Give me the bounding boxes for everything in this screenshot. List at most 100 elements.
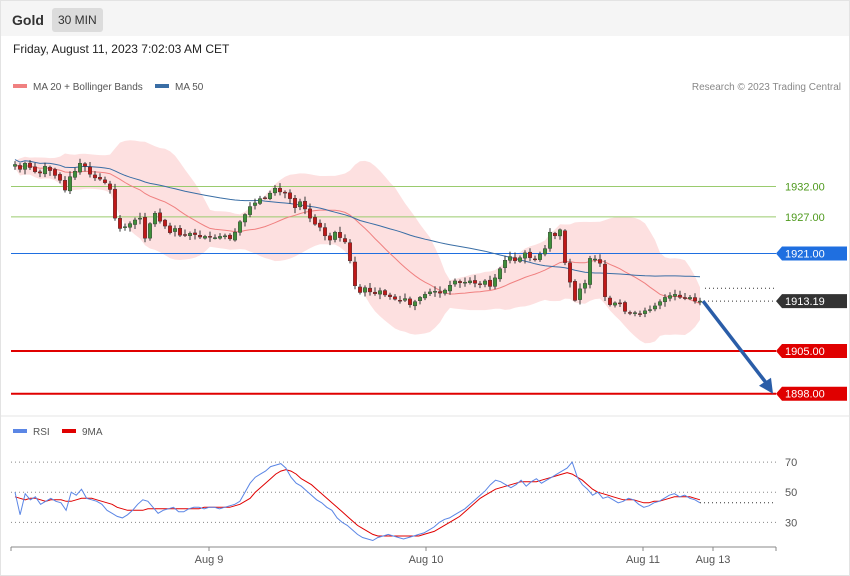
candle-body	[368, 287, 373, 293]
level-tags: 1932.00 1927.00 1921.00 1913.19 1905.00 1898.…	[776, 181, 847, 401]
candle-body	[278, 187, 283, 193]
candle-body	[187, 233, 192, 236]
candle-body	[293, 198, 298, 208]
candle	[107, 180, 112, 194]
candle	[678, 290, 683, 300]
candle	[513, 252, 518, 264]
candle	[227, 233, 232, 241]
level-tag-shape	[776, 294, 847, 309]
candle-body	[418, 297, 423, 302]
candle-body	[408, 298, 413, 305]
candle-body	[192, 232, 197, 235]
candle	[598, 254, 603, 268]
candle	[673, 289, 678, 301]
candle-body	[87, 166, 92, 175]
candle-body	[668, 295, 673, 299]
candle-body	[468, 280, 473, 283]
candle-body	[448, 285, 453, 292]
candle	[12, 161, 17, 170]
level-tag-5: 1898.00	[776, 386, 847, 401]
candle	[418, 296, 423, 305]
candle	[658, 299, 663, 310]
candle	[308, 203, 313, 223]
candle-body	[393, 296, 398, 300]
candle	[202, 234, 207, 240]
candle	[493, 274, 498, 290]
rsi-panel: 70 50 30	[11, 457, 797, 542]
candle-body	[453, 280, 458, 285]
candle	[263, 196, 268, 200]
time-axis: Aug 9 Aug 10 Aug 11 Aug 13	[10, 546, 777, 566]
candle-body	[433, 291, 438, 293]
candle-body	[12, 164, 17, 167]
candle-body	[673, 294, 678, 297]
candle	[97, 173, 102, 181]
candle	[162, 218, 167, 229]
candle	[298, 198, 303, 211]
candle	[323, 223, 328, 241]
ma20-legend-swatch	[13, 84, 27, 88]
candle-body	[167, 225, 172, 233]
level-tag-shape	[776, 386, 847, 401]
candle-body	[157, 212, 162, 222]
candle	[293, 195, 298, 214]
rsi-ma9-line	[14, 469, 701, 537]
candle	[638, 310, 643, 318]
candle-body	[127, 223, 132, 228]
candle	[192, 228, 197, 240]
candle	[428, 288, 433, 296]
candle-body	[398, 300, 403, 302]
candle	[53, 167, 58, 179]
candle-body	[122, 226, 127, 228]
candle	[328, 232, 333, 246]
candle	[628, 310, 633, 316]
candle	[137, 212, 142, 225]
candle	[688, 294, 693, 301]
candle	[353, 256, 358, 290]
candle-body	[142, 217, 147, 239]
ma50-legend-label: MA 50	[175, 82, 204, 93]
candle	[443, 288, 448, 296]
candle	[383, 288, 388, 297]
candle	[358, 284, 363, 295]
rsi-level-label: 30	[785, 517, 797, 529]
level-tag-shape	[776, 246, 847, 261]
candle-body	[313, 217, 318, 225]
price-levels	[11, 185, 776, 395]
bollinger-band	[15, 140, 700, 344]
candle-body	[588, 258, 593, 285]
candle-body	[273, 188, 278, 194]
candle	[408, 296, 413, 308]
candle	[338, 226, 343, 242]
level-tag-shape	[776, 344, 847, 359]
candle	[583, 279, 588, 294]
candle	[112, 183, 117, 221]
candle-body	[353, 261, 358, 287]
candle-body	[323, 227, 328, 237]
candle	[398, 295, 403, 304]
candle	[463, 277, 468, 287]
rsi-legend-label: RSI	[33, 427, 50, 438]
candle-body	[247, 206, 252, 215]
candle	[663, 294, 668, 307]
candle	[23, 161, 28, 175]
candle	[167, 222, 172, 235]
candle-body	[318, 222, 323, 228]
candle	[152, 211, 157, 227]
candle	[43, 162, 48, 178]
candle	[67, 171, 72, 195]
forecast-arrow-shaft	[701, 300, 768, 384]
copyright-label: Research © 2023 Trading Central	[692, 82, 841, 93]
candle	[378, 287, 383, 300]
candle-body	[182, 234, 187, 236]
candle-body	[648, 309, 653, 311]
candle-body	[77, 163, 82, 173]
candle	[693, 293, 698, 304]
level-tag-1: 1927.00	[785, 212, 825, 224]
candle-body	[197, 235, 202, 238]
candle	[288, 189, 293, 204]
candle-body	[538, 253, 543, 260]
candle-body	[563, 230, 568, 263]
candle-body	[558, 229, 563, 237]
timeframe-button[interactable]: 30 MIN	[52, 8, 103, 32]
